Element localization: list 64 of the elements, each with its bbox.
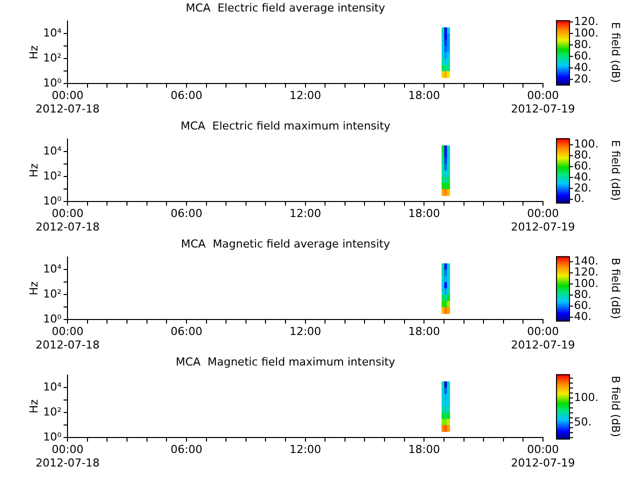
y-axis-title: Hz — [27, 281, 40, 296]
color-bar-label: 50. — [574, 416, 592, 429]
color-bar-label: 60. — [574, 299, 592, 312]
x-tick-label: 12:00 — [289, 207, 322, 220]
x-tick-label: 00:00 2012-07-19 — [511, 89, 575, 116]
y-axis-title: Hz — [27, 399, 40, 414]
y-tick-label: 10² — [43, 288, 62, 300]
chart-title: MCA Electric field average intensity — [186, 1, 386, 14]
color-bar-label: 140. — [574, 254, 598, 268]
chart-title: MCA Electric field maximum intensity — [180, 119, 391, 132]
x-tick-label: 12:00 — [289, 325, 322, 338]
x-tick-label: 06:00 — [170, 89, 202, 102]
y-tick-label: 10⁰ — [43, 430, 62, 444]
color-bar-label: 100. — [574, 26, 598, 40]
x-tick-label: 00:00 2012-07-18 — [36, 207, 100, 234]
x-tick-label: 12:00 — [289, 89, 322, 102]
x-tick-label: 18:00 — [408, 443, 440, 456]
y-tick-label: 10⁴ — [43, 380, 62, 394]
color-bar-label: 120. — [574, 14, 598, 28]
color-bar-title: B field (dB) — [609, 376, 622, 438]
x-tick-label: 00:00 2012-07-19 — [511, 207, 575, 234]
color-bar-label: 20. — [574, 72, 592, 86]
x-tick-label: 00:00 2012-07-19 — [511, 325, 575, 352]
color-bar-label: 20. — [574, 181, 592, 194]
x-tick-label: 12:00 — [289, 443, 322, 456]
color-bar-label: 40. — [574, 170, 592, 184]
x-tick-label: 18:00 — [408, 325, 440, 338]
x-tick-label: 00:00 2012-07-18 — [36, 325, 100, 352]
color-bar-label: 80. — [574, 288, 592, 301]
x-tick-label: 06:00 — [170, 207, 202, 220]
y-axis-title: Hz — [27, 45, 40, 60]
y-axis-title: Hz — [27, 163, 40, 178]
y-tick-label: 10⁴ — [43, 26, 62, 40]
y-tick-label: 10² — [43, 406, 62, 418]
color-bar-title: B field (dB) — [609, 258, 622, 320]
x-tick-label: 00:00 2012-07-18 — [36, 443, 100, 470]
color-bar-label: 60. — [574, 49, 592, 62]
x-tick-label: 18:00 — [408, 207, 440, 220]
color-bar-label: 40. — [574, 60, 592, 74]
y-tick-label: 10⁰ — [43, 194, 62, 208]
chart-title: MCA Magnetic field average intensity — [180, 237, 390, 250]
chart-title: MCA Magnetic field maximum intensity — [176, 355, 396, 368]
color-bar-label: 100. — [574, 276, 598, 290]
y-tick-label: 10² — [43, 170, 62, 182]
y-tick-label: 10⁴ — [43, 144, 62, 158]
y-tick-label: 10² — [43, 52, 62, 64]
color-bar-label: 120. — [574, 266, 598, 279]
color-bar-label: 80. — [574, 38, 592, 51]
color-bar-title: E field (dB) — [609, 22, 622, 83]
x-tick-label: 06:00 — [170, 443, 202, 456]
color-bar-title: E field (dB) — [609, 140, 622, 201]
x-tick-label: 06:00 — [170, 325, 202, 338]
y-tick-label: 10⁴ — [43, 262, 62, 276]
y-tick-label: 10⁰ — [43, 312, 62, 326]
color-bar-label: 100. — [574, 138, 598, 151]
x-tick-label: 00:00 2012-07-18 — [36, 89, 100, 116]
x-tick-label: 00:00 2012-07-19 — [511, 443, 575, 470]
x-tick-label: 18:00 — [408, 89, 440, 102]
color-bar-label: 0. — [574, 192, 584, 206]
color-bar-label: 100. — [574, 390, 598, 404]
color-bar-label: 60. — [574, 159, 592, 172]
color-bar-label: 40. — [574, 310, 592, 324]
color-bar-label: 80. — [574, 148, 592, 162]
y-tick-label: 10⁰ — [43, 76, 62, 90]
